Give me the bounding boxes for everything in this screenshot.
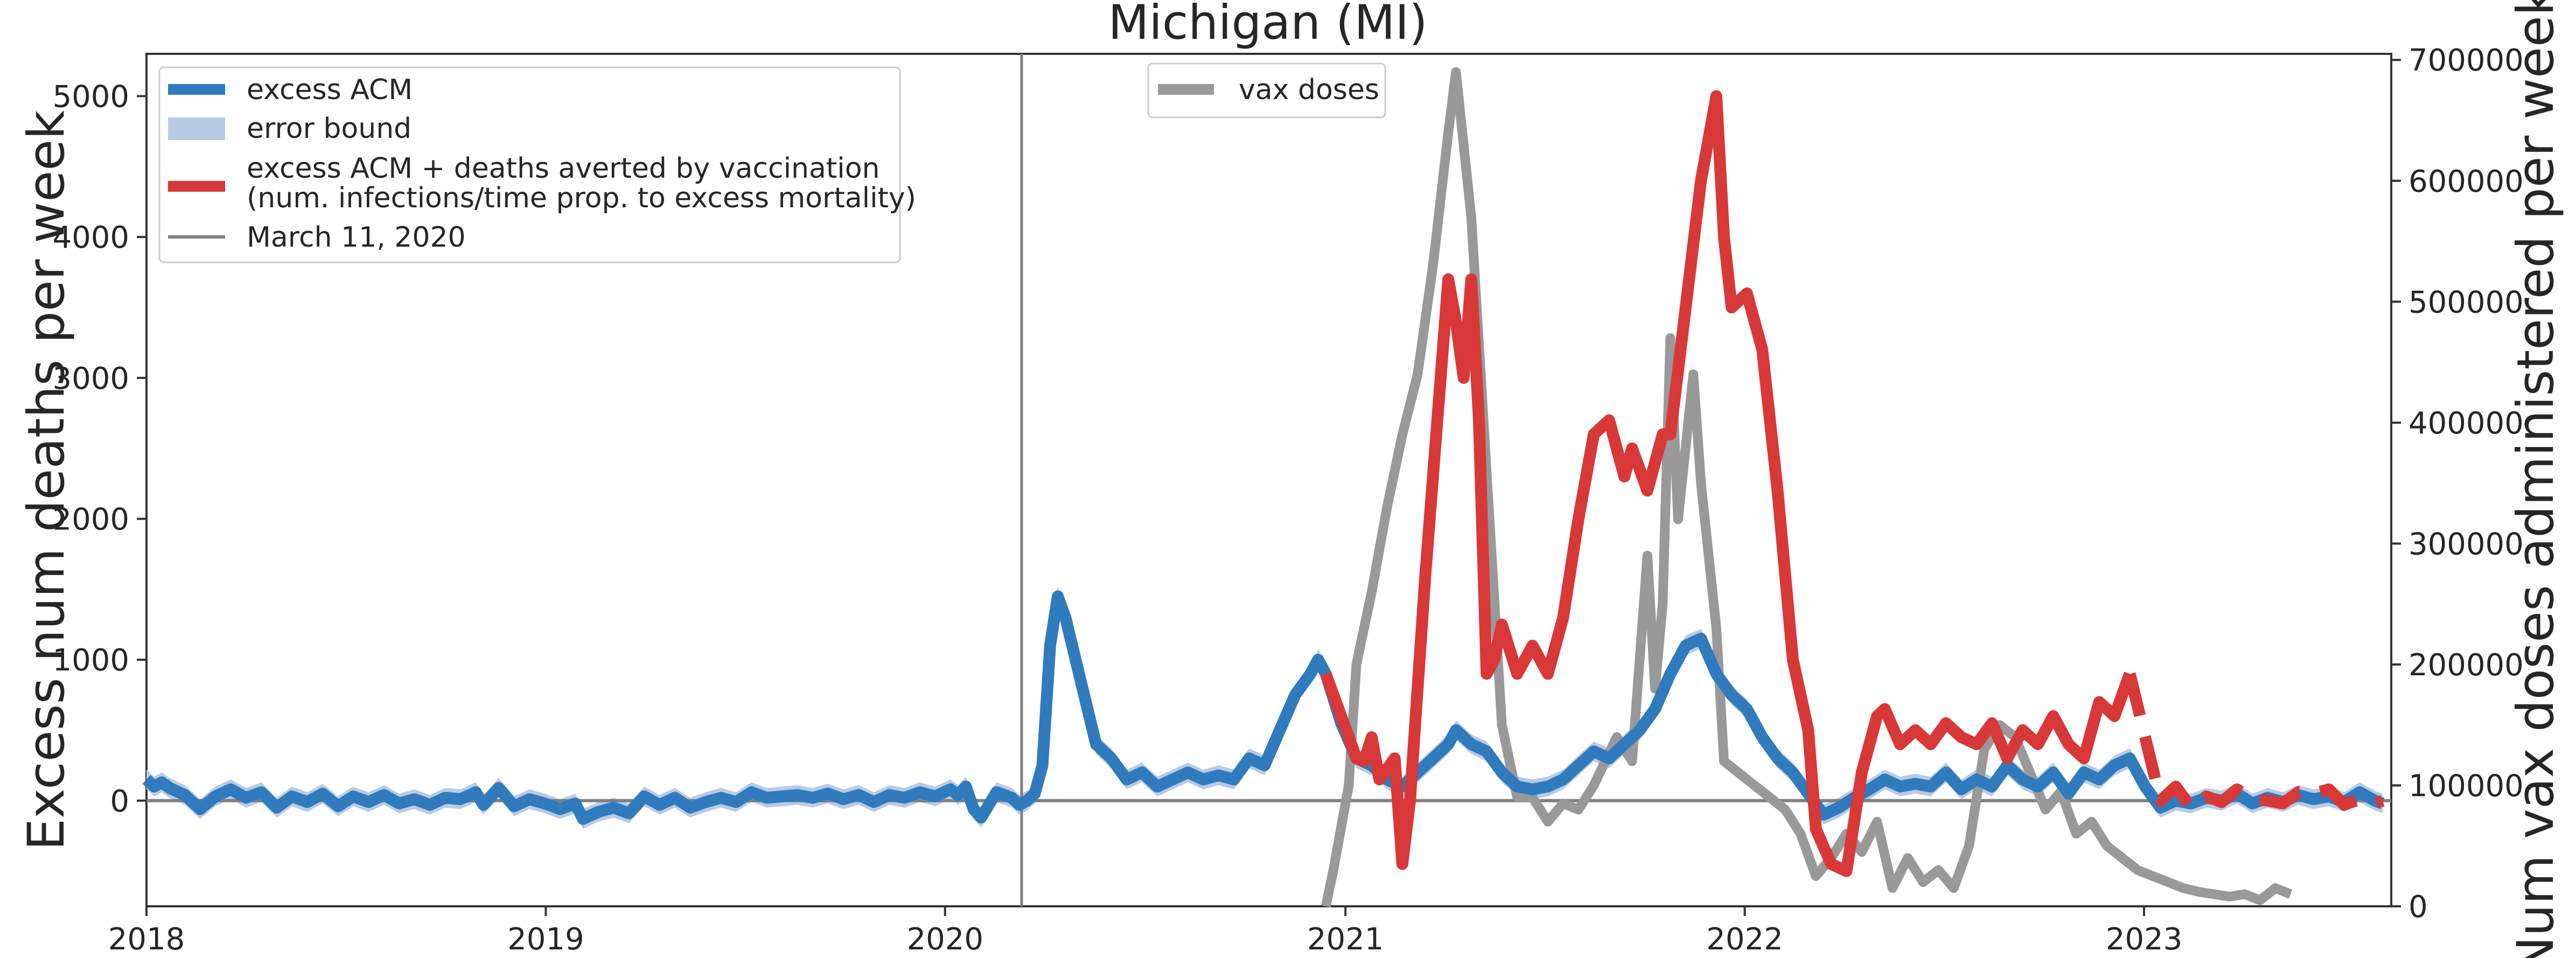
x-tick-label-2: 2020: [907, 922, 984, 957]
y-right-tick-label-0: 0: [2409, 890, 2428, 925]
y-right-tick-label-4: 400000: [2409, 406, 2524, 441]
y-right-tick-label-3: 300000: [2409, 527, 2524, 562]
legend-right: vax doses: [1147, 62, 1386, 118]
legend-label-vline: March 11, 2020: [247, 221, 466, 254]
x-tick-label-1: 2019: [507, 922, 584, 957]
y-right-tick-label-2: 200000: [2409, 648, 2524, 683]
legend-label-band: error bound: [247, 113, 411, 145]
legend-left: excess ACM error bound excess ACM + deat…: [158, 66, 916, 263]
series-layer: [142, 67, 2385, 907]
x-tick-label-4: 2022: [1706, 922, 1783, 957]
legend-label-averted-note: (num. infections/time prop. to excess mo…: [247, 182, 916, 214]
legend-swatch-band: [168, 117, 225, 140]
y-axis-left-title: Excess num deaths per week: [17, 110, 76, 850]
series-line-0: [142, 590, 2385, 825]
x-tick-label-5: 2023: [2106, 922, 2183, 957]
y-axis-right-title: Num vax doses administered per week: [2507, 0, 2565, 958]
x-axis: 2018 2019 2020 2021 2022 2023: [108, 906, 2182, 957]
y-axis-right: 0 100000 200000 300000 400000 500000 600000 700…: [2391, 43, 2524, 925]
y-left-tick-label-1: 1000: [52, 643, 129, 678]
y-left-tick-label-0: 0: [110, 784, 129, 819]
y-left-tick-label-3: 3000: [52, 361, 129, 396]
legend-right-frame: [1147, 62, 1386, 118]
chart-title: Michigan (MI): [1108, 0, 1427, 50]
series-line-2: [2124, 672, 2385, 814]
series-line-3: [1321, 67, 2293, 907]
y-right-tick-label-5: 500000: [2409, 285, 2524, 320]
x-tick-label-0: 2018: [108, 922, 185, 957]
plot-frame: [145, 53, 2392, 907]
y-left-tick-label-2: 2000: [52, 502, 129, 537]
y-right-tick-label-7: 700000: [2409, 43, 2524, 78]
y-left-tick-label-4: 4000: [52, 220, 129, 255]
legend-label-averted: excess ACM + deaths averted by vaccinati…: [247, 152, 879, 185]
y-left-tick-label-5: 5000: [52, 79, 129, 114]
legend-label-excess: excess ACM: [247, 74, 413, 106]
series-line-1: [1320, 90, 2135, 877]
x-tick-label-3: 2021: [1307, 922, 1384, 957]
y-axis-left: 0 1000 2000 3000 4000 5000: [52, 79, 146, 819]
legend-label-vax: vax doses: [1239, 74, 1379, 106]
y-right-tick-label-1: 100000: [2409, 768, 2524, 803]
y-right-tick-label-6: 600000: [2409, 164, 2524, 199]
legend-left-frame: [158, 66, 901, 263]
